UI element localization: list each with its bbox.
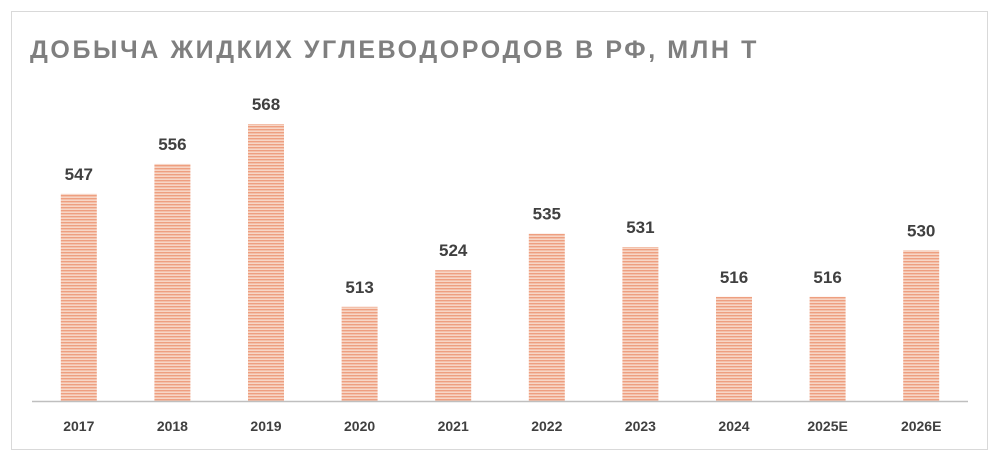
data-label-2021: 524 bbox=[439, 241, 468, 260]
x-tick-label-2026E: 2026E bbox=[901, 418, 941, 434]
data-label-2025E: 516 bbox=[813, 268, 841, 287]
x-tick-label-2025E: 2025E bbox=[807, 418, 847, 434]
x-tick-label-2022: 2022 bbox=[531, 418, 562, 434]
data-label-2020: 513 bbox=[345, 278, 373, 297]
x-tick-label-2019: 2019 bbox=[250, 418, 281, 434]
bar-2018 bbox=[154, 163, 191, 401]
bar-2026E bbox=[903, 250, 940, 401]
bar-2017 bbox=[60, 193, 97, 401]
x-tick-label-2024: 2024 bbox=[718, 418, 749, 434]
bar-2024 bbox=[716, 296, 752, 401]
data-label-2026E: 530 bbox=[907, 221, 935, 240]
bar-2019 bbox=[248, 124, 284, 401]
x-tick-label-2018: 2018 bbox=[157, 418, 188, 434]
x-tick-label-2020: 2020 bbox=[344, 418, 375, 434]
chart-title: ДОБЫЧА ЖИДКИХ УГЛЕВОДОРОДОВ В РФ, МЛН Т bbox=[30, 36, 759, 64]
data-label-2018: 556 bbox=[158, 135, 186, 154]
data-label-2017: 547 bbox=[65, 165, 93, 184]
bar-2022 bbox=[528, 233, 565, 401]
x-tick-label-2017: 2017 bbox=[63, 418, 94, 434]
x-tick-label-2023: 2023 bbox=[625, 418, 656, 434]
bar-2020 bbox=[341, 306, 378, 401]
data-label-2022: 535 bbox=[533, 205, 561, 224]
data-label-2024: 516 bbox=[720, 268, 748, 287]
data-label-2023: 531 bbox=[626, 218, 654, 237]
bar-2025E bbox=[809, 296, 846, 401]
x-tick-label-2021: 2021 bbox=[438, 418, 469, 434]
bar-2021 bbox=[435, 270, 472, 401]
data-label-2019: 568 bbox=[252, 95, 280, 114]
bar-2023 bbox=[622, 247, 659, 401]
